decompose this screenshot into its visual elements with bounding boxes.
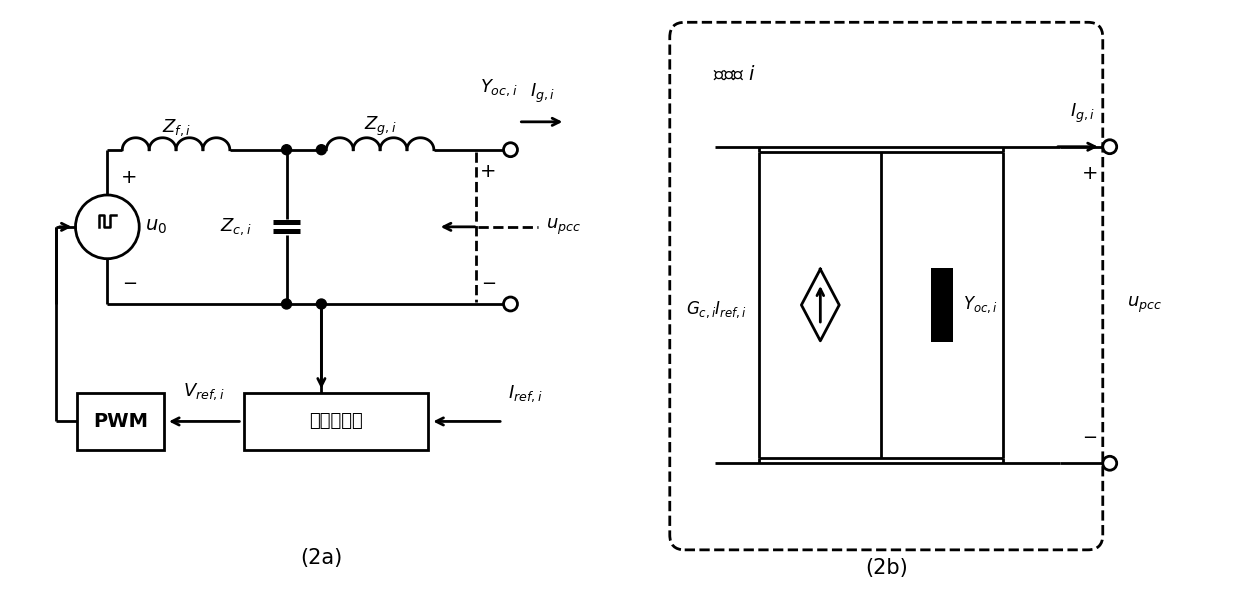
Circle shape bbox=[316, 145, 326, 155]
Text: $I_{ref,i}$: $I_{ref,i}$ bbox=[508, 383, 543, 403]
Text: $u_{pcc}$: $u_{pcc}$ bbox=[1127, 295, 1162, 315]
Text: $u_0$: $u_0$ bbox=[145, 217, 167, 236]
Text: $Z_{f,i}$: $Z_{f,i}$ bbox=[161, 117, 191, 138]
Circle shape bbox=[281, 299, 291, 309]
Text: $I_{g,i}$: $I_{g,i}$ bbox=[529, 82, 556, 105]
Text: $G_{c,i}I_{ref,i}$: $G_{c,i}I_{ref,i}$ bbox=[687, 300, 748, 320]
Text: $Z_{g,i}$: $Z_{g,i}$ bbox=[363, 115, 397, 138]
Bar bbox=[931, 268, 954, 342]
Circle shape bbox=[503, 143, 517, 156]
Text: $Z_{c,i}$: $Z_{c,i}$ bbox=[221, 217, 252, 237]
Text: PWM: PWM bbox=[93, 412, 148, 431]
Text: $Y_{oc,i}$: $Y_{oc,i}$ bbox=[963, 295, 998, 315]
Text: $I_{g,i}$: $I_{g,i}$ bbox=[1070, 101, 1095, 125]
Text: +: + bbox=[480, 162, 497, 181]
Text: 逆变器 $i$: 逆变器 $i$ bbox=[713, 65, 756, 84]
Text: $-$: $-$ bbox=[1083, 428, 1097, 445]
FancyBboxPatch shape bbox=[670, 22, 1102, 550]
Circle shape bbox=[503, 297, 517, 311]
Text: $u_{pcc}$: $u_{pcc}$ bbox=[547, 217, 582, 237]
Circle shape bbox=[281, 145, 291, 155]
Circle shape bbox=[1102, 140, 1117, 153]
Text: $Y_{oc,i}$: $Y_{oc,i}$ bbox=[480, 77, 517, 98]
Text: +: + bbox=[122, 168, 138, 187]
Text: 电流控制器: 电流控制器 bbox=[310, 413, 363, 431]
Text: +: + bbox=[1081, 164, 1099, 183]
Circle shape bbox=[1102, 456, 1117, 471]
Text: $-$: $-$ bbox=[481, 273, 496, 291]
Text: $V_{ref,i}$: $V_{ref,i}$ bbox=[184, 381, 224, 402]
Text: $-$: $-$ bbox=[122, 273, 136, 291]
Circle shape bbox=[316, 299, 326, 309]
Bar bbox=[244, 393, 428, 451]
Text: (2b): (2b) bbox=[864, 557, 908, 578]
Text: (2a): (2a) bbox=[300, 548, 342, 568]
Bar bbox=[77, 393, 164, 451]
